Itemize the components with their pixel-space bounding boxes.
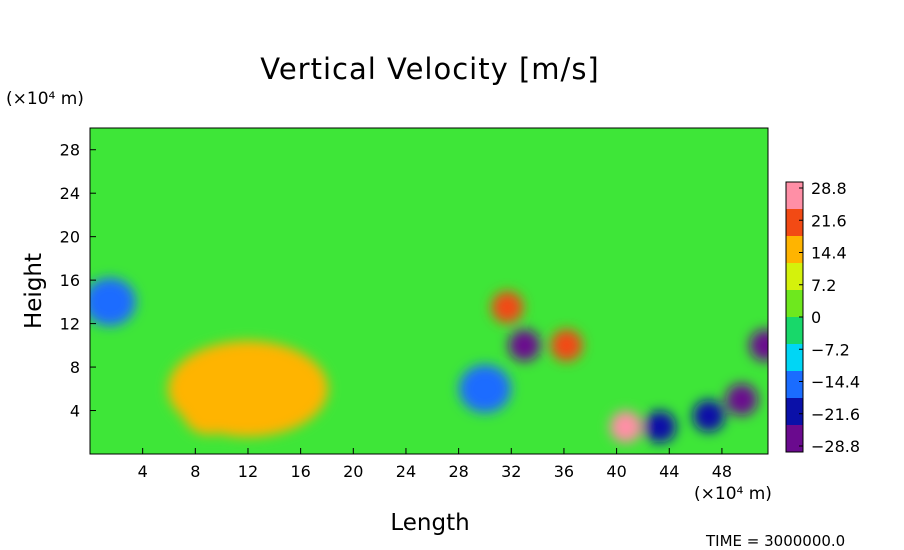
x-tick-label: 12 [238, 462, 258, 481]
y-tick-label: 20 [60, 228, 80, 247]
velocity-feature-10 [644, 410, 677, 443]
x-tick-label: 24 [396, 462, 416, 481]
x-tick-label: 48 [712, 462, 732, 481]
velocity-feature-6 [609, 410, 642, 443]
colorbar-tick-label: 28.8 [811, 179, 847, 198]
x-axis-unit: (×10⁴ m) [694, 484, 772, 504]
colorbar-tick-label: −7.2 [811, 340, 850, 359]
velocity-feature-5 [550, 329, 583, 362]
x-tick-label: 8 [190, 462, 200, 481]
y-tick-label: 16 [60, 271, 80, 290]
colorbar-tick-label: 21.6 [811, 211, 847, 230]
x-tick-label: 36 [554, 462, 574, 481]
velocity-feature-4 [508, 329, 541, 362]
colorbar-tick-label: 7.2 [811, 276, 836, 295]
velocity-feature-7 [458, 364, 511, 413]
x-tick-label: 16 [290, 462, 310, 481]
x-tick-label: 20 [343, 462, 363, 481]
colorbar: 28.8 21.6 14.4 7.2 0 −7.2 −14.4 −21.6 −28.8 [785, 179, 860, 456]
colorbar-tick-label: −28.8 [811, 437, 860, 456]
colorbar-tick-label: 0 [811, 308, 821, 327]
y-tick-label: 4 [70, 402, 80, 421]
velocity-feature-1 [245, 372, 278, 405]
y-tick-label: 8 [70, 358, 80, 377]
x-tick-label: 44 [659, 462, 679, 481]
y-tick-label: 12 [60, 315, 80, 334]
y-axis-unit: (×10⁴ m) [6, 89, 84, 109]
colorbar-tick-label: 14.4 [811, 244, 847, 263]
velocity-feature-11 [90, 277, 136, 326]
y-tick-label: 28 [60, 141, 80, 160]
chart-title: Vertical Velocity [m/s] [260, 52, 600, 86]
x-tick-label: 4 [138, 462, 148, 481]
velocity-feature-3 [491, 291, 524, 324]
y-tick-label: 24 [60, 184, 80, 203]
x-tick-label: 28 [448, 462, 468, 481]
plot-area [89, 127, 769, 455]
colorbar-tick-label: −14.4 [811, 373, 860, 392]
x-tick-label: 32 [501, 462, 521, 481]
velocity-feature-9 [692, 399, 725, 432]
plot-frame [89, 127, 769, 455]
x-tick-label: 40 [606, 462, 626, 481]
velocity-feature-8 [725, 383, 758, 416]
x-axis-label: Length [390, 510, 470, 536]
velocity-feature-12 [749, 329, 768, 362]
velocity-feature-2 [182, 386, 235, 435]
colorbar-tick-label: −21.6 [811, 405, 860, 424]
